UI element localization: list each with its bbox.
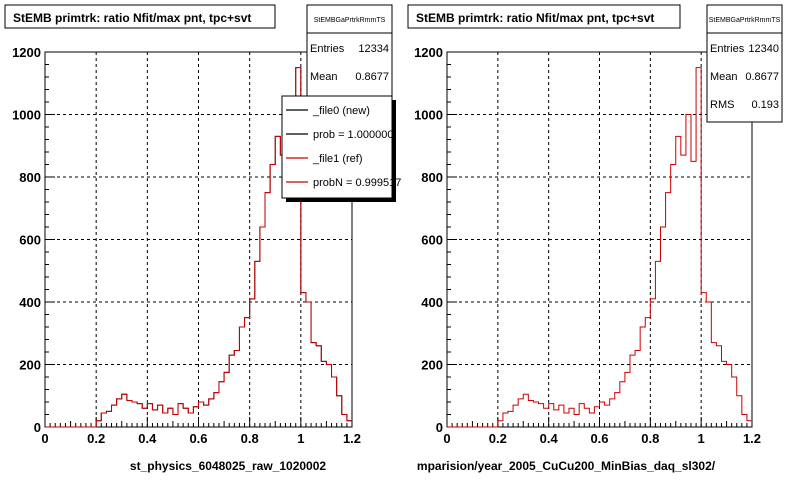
chart1-x-tick-label: 0 <box>41 431 48 446</box>
chart1-title-box <box>4 4 276 29</box>
chart2-title-box <box>407 4 681 29</box>
chart1-y-tick-label: 800 <box>19 170 41 185</box>
chart2-stats-label: RMS <box>710 99 734 111</box>
chart1-x-tick-label: 0.2 <box>87 431 105 446</box>
chart2-x-tick-label: 0 <box>443 431 450 446</box>
chart1-y-tick-label: 1200 <box>12 45 41 60</box>
chart2-x-tick-label: 0.4 <box>540 431 559 446</box>
chart2-y-tick-label: 1200 <box>414 45 443 60</box>
chart2-x-axis-label: mparision/year_2005_CuCu200_MinBias_daq_… <box>417 459 716 473</box>
chart1-x-axis-label: st_physics_6048025_raw_1020002 <box>130 459 326 473</box>
chart2-stats-box <box>706 4 783 123</box>
chart1-series-0-line <box>45 67 352 428</box>
chart1-x-tick-label: 1 <box>297 431 304 446</box>
chart1-y-tick-label: 400 <box>19 295 41 310</box>
chart2-y-tick-label: 1000 <box>414 108 443 123</box>
chart1-stats-value: 0.8677 <box>355 71 389 83</box>
chart2-stats-value: 0.8677 <box>745 71 779 83</box>
chart1-y-tick-label: 600 <box>19 233 41 248</box>
chart1-y-tick-label: 0 <box>34 420 41 435</box>
chart1-stats-box <box>306 4 393 98</box>
chart2-stats-value: 12340 <box>748 43 779 55</box>
chart1-legend-label: probN = 0.999517 <box>313 177 401 189</box>
chart2-y-tick-label: 0 <box>436 420 443 435</box>
chart1-y-tick-label: 200 <box>19 358 41 373</box>
chart2-y-tick-label: 800 <box>421 170 443 185</box>
chart2-y-tick-label: 400 <box>421 295 443 310</box>
chart1-legend-box <box>281 95 393 199</box>
chart2-y-tick-label: 200 <box>421 358 443 373</box>
chart2-x-tick-label: 1.2 <box>743 431 761 446</box>
chart1-x-tick-label: 0.6 <box>189 431 207 446</box>
chart1-x-tick-label: 1.2 <box>343 431 361 446</box>
chart1-stats-label: Mean <box>310 71 338 83</box>
chart1-title: StEMB primtrk: ratio Nfit/max pnt, tpc+s… <box>13 11 251 25</box>
chart2-stats-name: StEMBGaPrtrkRmmTS <box>709 17 781 24</box>
chart1-x-tick-label: 0.4 <box>138 431 157 446</box>
chart2-stats-label: Entries <box>710 43 745 55</box>
chart2-x-tick-label: 0.6 <box>590 431 608 446</box>
chart2-x-tick-label: 0.8 <box>641 431 659 446</box>
chart1-legend-label: _file0 (new) <box>312 105 370 117</box>
chart2-y-tick-label: 600 <box>421 233 443 248</box>
chart1-legend-label: _file1 (ref) <box>312 153 363 165</box>
chart1-legend-label: prob = 1.000000 <box>313 129 393 141</box>
chart2-stats-value: 0.193 <box>751 99 779 111</box>
chart1-x-tick-label: 0.8 <box>241 431 259 446</box>
chart2-x-tick-label: 1 <box>698 431 705 446</box>
chart2-stats-label: Mean <box>710 71 738 83</box>
chart2-series-0-line <box>447 67 752 428</box>
chart1-stats-name: StEMBGaPrtrkRmmTS <box>314 17 386 24</box>
chart2-x-tick-label: 0.2 <box>489 431 507 446</box>
chart1-stats-value: 12334 <box>358 43 389 55</box>
chart1-stats-label: Entries <box>310 43 345 55</box>
chart1-y-tick-label: 1000 <box>12 108 41 123</box>
chart2-title: StEMB primtrk: ratio Nfit/max pnt, tpc+s… <box>416 11 654 25</box>
